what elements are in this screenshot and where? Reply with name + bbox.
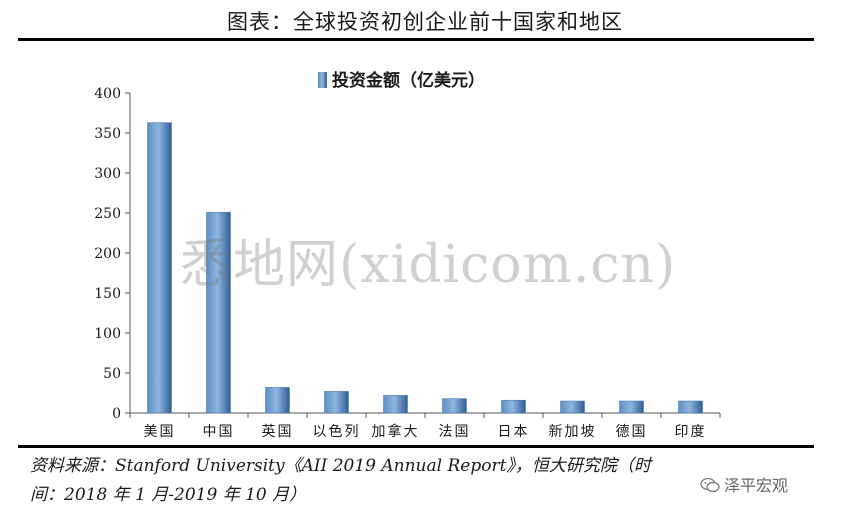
x-tick-label: 日本 [498,424,530,440]
bars [147,122,703,414]
x-tick-label: 印度 [675,424,707,440]
bar-1 [206,211,231,414]
x-tick-label: 英国 [262,423,294,440]
y-tick-label: 100 [94,326,121,342]
bar-8 [619,400,644,414]
wechat-icon [700,477,720,493]
x-tick-label: 法国 [439,424,471,440]
wechat-account-name: 泽平宏观 [724,476,789,495]
y-tick-label: 350 [94,126,121,142]
x-tick-label: 中国 [203,424,235,440]
y-tick-label: 150 [94,286,121,302]
top-rule [18,38,814,41]
y-tick-label: 50 [103,366,121,382]
bar-7 [560,400,585,414]
watermark: 悉地网(xidicom.cn) [180,235,677,295]
x-tick-label: 加拿大 [372,423,420,440]
bar-6 [501,399,526,414]
x-tick-label: 以色列 [313,423,361,440]
x-tick-label: 美国 [144,424,176,440]
bar-4 [383,395,408,414]
y-tick-label: 300 [94,166,121,182]
source-note: 资料来源：Stanford University《AII 2019 Annual… [30,452,820,510]
bottom-rule [18,445,814,448]
x-tick-label: 新加坡 [549,424,597,440]
x-tick-label: 德国 [616,424,648,440]
page-title: 图表：全球投资初创企业前十国家和地区 [227,10,623,34]
bar-0 [147,122,172,414]
bar-2 [265,387,290,414]
y-tick-labels: 0 50 100 150 200 250 300 350 400 [94,86,121,422]
bar-5 [442,398,467,414]
y-tick-label: 200 [94,246,121,262]
source-line-2: 间：2018 年 1 月-2019 年 10 月） [30,485,307,505]
wechat-badge: 泽平宏观 [700,472,788,496]
x-tick-labels: 美国 中国 英国 以色列 加拿大 法国 日本 新加坡 德国 印度 [144,423,707,440]
legend-swatch [318,72,327,88]
bar-9 [678,400,703,414]
source-line-1: 资料来源：Stanford University《AII 2019 Annual… [30,456,651,476]
chart-legend: 投资金额（亿美元） [318,70,485,91]
legend-label: 投资金额（亿美元） [332,70,485,91]
y-tick-label: 250 [94,206,121,222]
y-tick-label: 400 [94,86,121,102]
bar-3 [324,391,349,414]
y-tick-label: 0 [112,406,121,422]
